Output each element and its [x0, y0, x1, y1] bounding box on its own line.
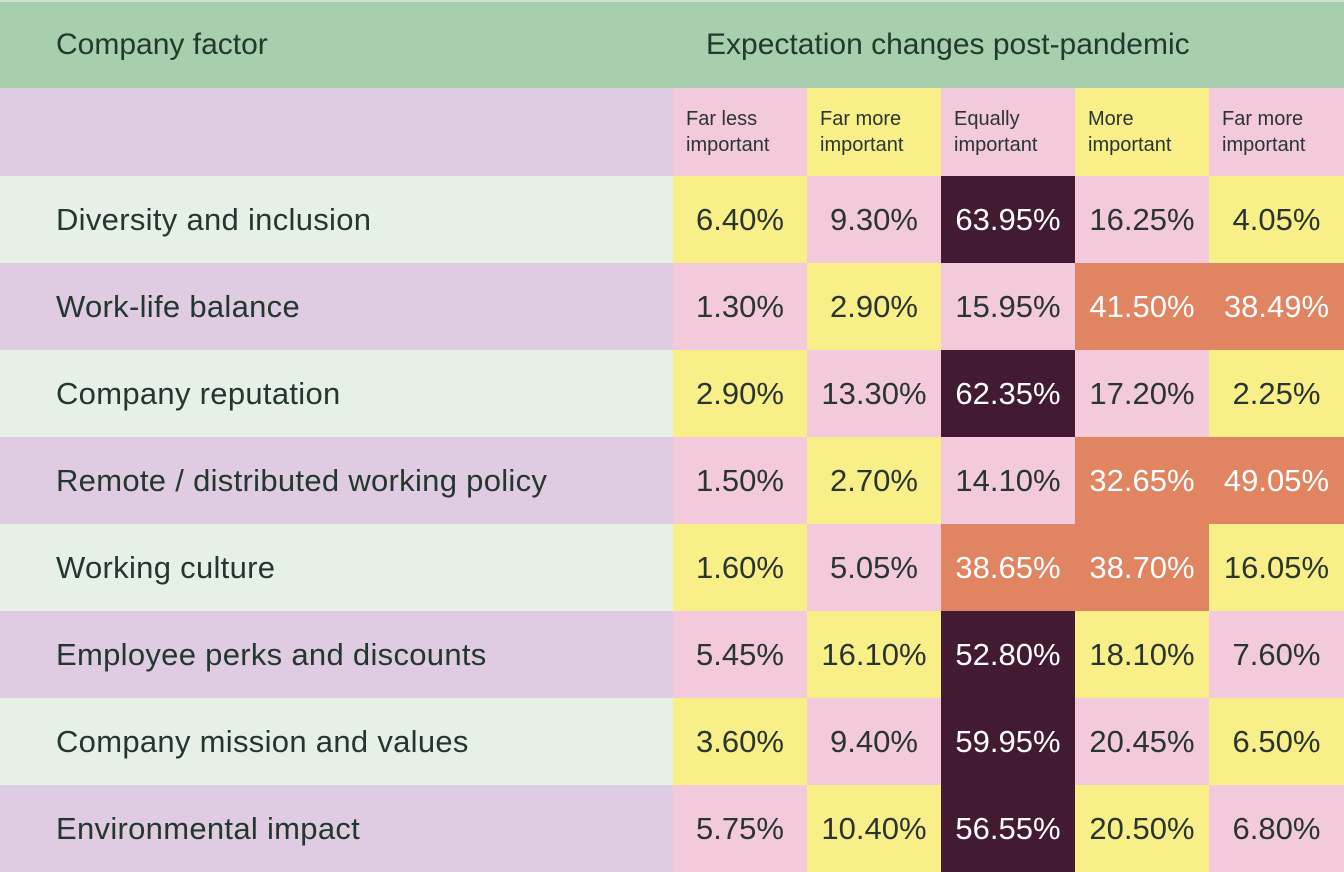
- column-header-line2: important: [954, 134, 1038, 156]
- factor-label: Company reputation: [0, 350, 673, 437]
- value-cell: 32.65%: [1075, 437, 1209, 524]
- value-cell: 17.20%: [1075, 350, 1209, 437]
- value-cell: 20.45%: [1075, 698, 1209, 785]
- value-cell: 6.50%: [1209, 698, 1344, 785]
- factor-label: Environmental impact: [0, 785, 673, 872]
- value-cell: 7.60%: [1209, 611, 1344, 698]
- value-cell: 62.35%: [941, 350, 1075, 437]
- value-cell: 16.05%: [1209, 524, 1344, 611]
- value-cell: 13.30%: [807, 350, 941, 437]
- column-header-3: Equally important: [941, 88, 1075, 176]
- factor-label: Working culture: [0, 524, 673, 611]
- value-cell: 38.49%: [1209, 263, 1344, 350]
- value-cell: 15.95%: [941, 263, 1075, 350]
- value-cell: 16.25%: [1075, 176, 1209, 263]
- value-cell: 5.75%: [673, 785, 807, 872]
- column-header-line1: Far less: [686, 108, 758, 130]
- column-header-line1: Far more: [1222, 108, 1304, 130]
- column-header-5: Far more important: [1209, 88, 1344, 176]
- column-header-line1: More: [1088, 108, 1134, 130]
- value-cell: 1.60%: [673, 524, 807, 611]
- value-cell: 4.05%: [1209, 176, 1344, 263]
- value-cell: 20.50%: [1075, 785, 1209, 872]
- column-header-line1: Far more: [820, 108, 902, 130]
- value-cell: 3.60%: [673, 698, 807, 785]
- value-cell: 1.50%: [673, 437, 807, 524]
- value-cell: 2.25%: [1209, 350, 1344, 437]
- company-factor-header: Company factor: [0, 0, 673, 88]
- value-cell: 56.55%: [941, 785, 1075, 872]
- factor-label: Company mission and values: [0, 698, 673, 785]
- value-cell: 10.40%: [807, 785, 941, 872]
- value-cell: 1.30%: [673, 263, 807, 350]
- column-header-line2: important: [820, 134, 904, 156]
- column-header-line2: important: [1222, 134, 1306, 156]
- value-cell: 16.10%: [807, 611, 941, 698]
- column-header-1: Far less important: [673, 88, 807, 176]
- subheader-blank-cell: [0, 88, 673, 176]
- value-cell: 2.90%: [673, 350, 807, 437]
- value-cell: 18.10%: [1075, 611, 1209, 698]
- value-cell: 49.05%: [1209, 437, 1344, 524]
- value-cell: 52.80%: [941, 611, 1075, 698]
- value-cell: 63.95%: [941, 176, 1075, 263]
- value-cell: 38.70%: [1075, 524, 1209, 611]
- expectation-changes-header: Expectation changes post-pandemic: [673, 0, 1344, 88]
- factor-label: Diversity and inclusion: [0, 176, 673, 263]
- value-cell: 38.65%: [941, 524, 1075, 611]
- value-cell: 9.40%: [807, 698, 941, 785]
- value-cell: 41.50%: [1075, 263, 1209, 350]
- factor-label: Remote / distributed working policy: [0, 437, 673, 524]
- column-header-4: More important: [1075, 88, 1209, 176]
- value-cell: 2.70%: [807, 437, 941, 524]
- value-cell: 14.10%: [941, 437, 1075, 524]
- value-cell: 5.45%: [673, 611, 807, 698]
- value-cell: 6.80%: [1209, 785, 1344, 872]
- factor-label: Employee perks and discounts: [0, 611, 673, 698]
- column-header-line1: Equally: [954, 108, 1020, 130]
- column-header-line2: important: [1088, 134, 1172, 156]
- value-cell: 6.40%: [673, 176, 807, 263]
- factor-label: Work-life balance: [0, 263, 673, 350]
- column-header-2: Far more important: [807, 88, 941, 176]
- value-cell: 9.30%: [807, 176, 941, 263]
- value-cell: 5.05%: [807, 524, 941, 611]
- column-header-line2: important: [686, 134, 770, 156]
- value-cell: 59.95%: [941, 698, 1075, 785]
- value-cell: 2.90%: [807, 263, 941, 350]
